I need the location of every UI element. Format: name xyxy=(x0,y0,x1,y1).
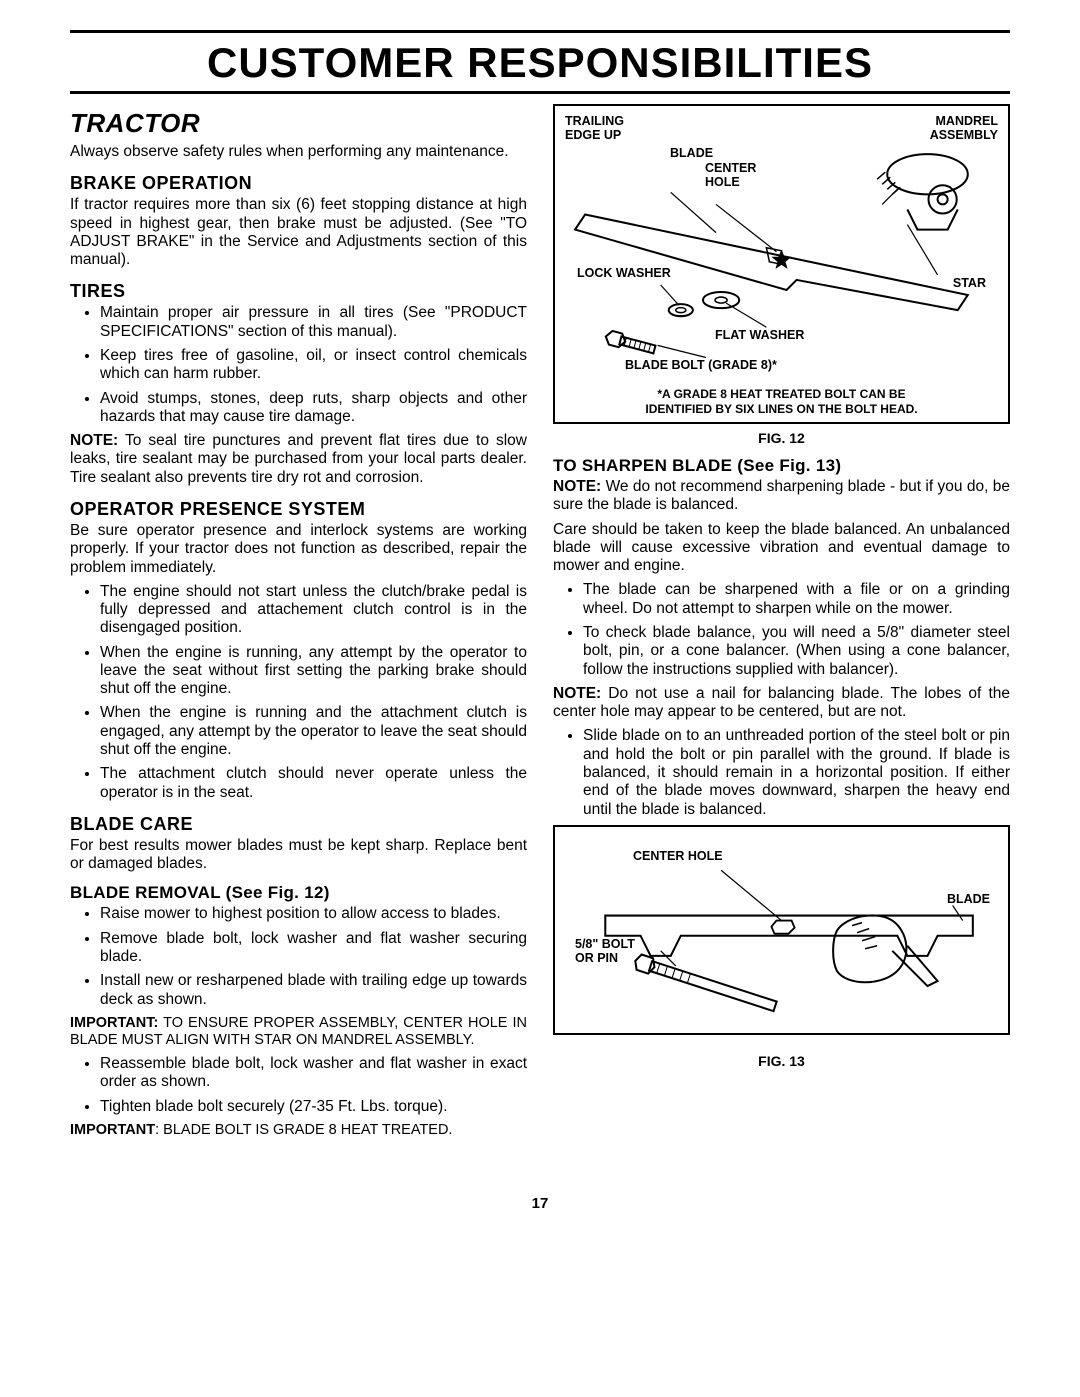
list-item: Raise mower to highest position to allow… xyxy=(100,905,527,923)
blade-removal-heading: BLADE REMOVAL (See Fig. 12) xyxy=(70,883,527,903)
fig12-label-star: STAR xyxy=(953,276,986,290)
ops-heading: OPERATOR PRESENCE SYSTEM xyxy=(70,499,527,520)
list-item: Maintain proper air pressure in all tire… xyxy=(100,304,527,341)
top-rule xyxy=(70,30,1010,33)
brake-heading: BRAKE OPERATION xyxy=(70,173,527,194)
list-item: Tighten blade bolt securely (27-35 Ft. L… xyxy=(100,1098,527,1116)
tractor-intro: Always observe safety rules when perform… xyxy=(70,143,527,161)
list-item: When the engine is running, any attempt … xyxy=(100,644,527,699)
list-item: Remove blade bolt, lock washer and flat … xyxy=(100,930,527,967)
list-item: The blade can be sharpened with a file o… xyxy=(583,581,1010,618)
fig12-svg xyxy=(565,144,998,386)
fig12-label-flat-washer: FLAT WASHER xyxy=(715,328,804,342)
fig12-label-trailing: TRAILING EDGE UP xyxy=(565,114,624,142)
sharpen-list-2: Slide blade on to an unthreaded portion … xyxy=(553,727,1010,818)
page-title: CUSTOMER RESPONSIBILITIES xyxy=(70,39,1010,87)
list-item: Install new or resharpened blade with tr… xyxy=(100,972,527,1009)
list-item: The attachment clutch should never opera… xyxy=(100,765,527,802)
fig13-svg xyxy=(565,835,998,1016)
fig12-footnote: *A GRADE 8 HEAT TREATED BOLT CAN BE IDEN… xyxy=(555,387,1008,416)
page-number: 17 xyxy=(70,1195,1010,1212)
important-2: IMPORTANT: BLADE BOLT IS GRADE 8 HEAT TR… xyxy=(70,1122,527,1139)
note-text: We do not recommend sharpening blade - b… xyxy=(553,478,1010,513)
sharpen-note: NOTE: We do not recommend sharpening bla… xyxy=(553,478,1010,515)
tires-note: NOTE: To seal tire punctures and prevent… xyxy=(70,432,527,487)
list-item: When the engine is running and the attac… xyxy=(100,704,527,759)
fig13-label-blade: BLADE xyxy=(947,892,990,906)
right-column: TRAILING EDGE UP MANDREL ASSEMBLY xyxy=(553,104,1010,1145)
important-text: : BLADE BOLT IS GRADE 8 HEAT TREATED. xyxy=(155,1122,452,1138)
ops-list: The engine should not start unless the c… xyxy=(70,583,527,802)
important-label: IMPORTANT: xyxy=(70,1015,158,1031)
content-columns: TRACTOR Always observe safety rules when… xyxy=(70,104,1010,1145)
fig12-label-blade-bolt: BLADE BOLT (GRADE 8)* xyxy=(625,358,777,372)
blade-removal-list-1: Raise mower to highest position to allow… xyxy=(70,905,527,1008)
list-item: Keep tires free of gasoline, oil, or ins… xyxy=(100,347,527,384)
note-label: NOTE: xyxy=(70,432,118,449)
fig12-caption: FIG. 12 xyxy=(553,430,1010,446)
note-text: Do not use a nail for balancing blade. T… xyxy=(553,685,1010,720)
sharpen-para: Care should be taken to keep the blade b… xyxy=(553,521,1010,576)
figure-12-box: TRAILING EDGE UP MANDREL ASSEMBLY xyxy=(553,104,1010,424)
note-label: NOTE: xyxy=(553,685,601,702)
fig12-label-lock-washer: LOCK WASHER xyxy=(577,266,671,280)
left-column: TRACTOR Always observe safety rules when… xyxy=(70,104,527,1145)
blade-removal-list-2: Reassemble blade bolt, lock washer and f… xyxy=(70,1055,527,1116)
note-text: To seal tire punctures and prevent flat … xyxy=(70,432,527,486)
sharpen-list-1: The blade can be sharpened with a file o… xyxy=(553,581,1010,678)
list-item: The engine should not start unless the c… xyxy=(100,583,527,638)
list-item: To check blade balance, you will need a … xyxy=(583,624,1010,679)
tires-heading: TIRES xyxy=(70,281,527,302)
fig13-label-center-hole: CENTER HOLE xyxy=(633,849,723,863)
fig12-label-center-hole: CENTER HOLE xyxy=(705,161,756,189)
important-1: IMPORTANT: TO ENSURE PROPER ASSEMBLY, CE… xyxy=(70,1015,527,1049)
sharpen-note-2: NOTE: Do not use a nail for balancing bl… xyxy=(553,685,1010,722)
note-label: NOTE: xyxy=(553,478,601,495)
blade-care-heading: BLADE CARE xyxy=(70,814,527,835)
fig12-label-mandrel: MANDREL ASSEMBLY xyxy=(930,114,998,142)
tires-list: Maintain proper air pressure in all tire… xyxy=(70,304,527,426)
sharpen-heading: TO SHARPEN BLADE (See Fig. 13) xyxy=(553,456,1010,476)
fig13-caption: FIG. 13 xyxy=(553,1053,1010,1069)
brake-text: If tractor requires more than six (6) fe… xyxy=(70,196,527,269)
fig13-label-bolt: 5/8" BOLT OR PIN xyxy=(575,937,635,965)
important-label: IMPORTANT xyxy=(70,1122,155,1138)
ops-intro: Be sure operator presence and interlock … xyxy=(70,522,527,577)
list-item: Slide blade on to an unthreaded portion … xyxy=(583,727,1010,818)
blade-care-text: For best results mower blades must be ke… xyxy=(70,837,527,874)
fig12-label-blade: BLADE xyxy=(670,146,713,160)
bottom-rule xyxy=(70,91,1010,94)
list-item: Reassemble blade bolt, lock washer and f… xyxy=(100,1055,527,1092)
tractor-heading: TRACTOR xyxy=(70,108,527,139)
list-item: Avoid stumps, stones, deep ruts, sharp o… xyxy=(100,390,527,427)
figure-13-box: CENTER HOLE 5/8" BOLT OR PIN BLADE xyxy=(553,825,1010,1035)
